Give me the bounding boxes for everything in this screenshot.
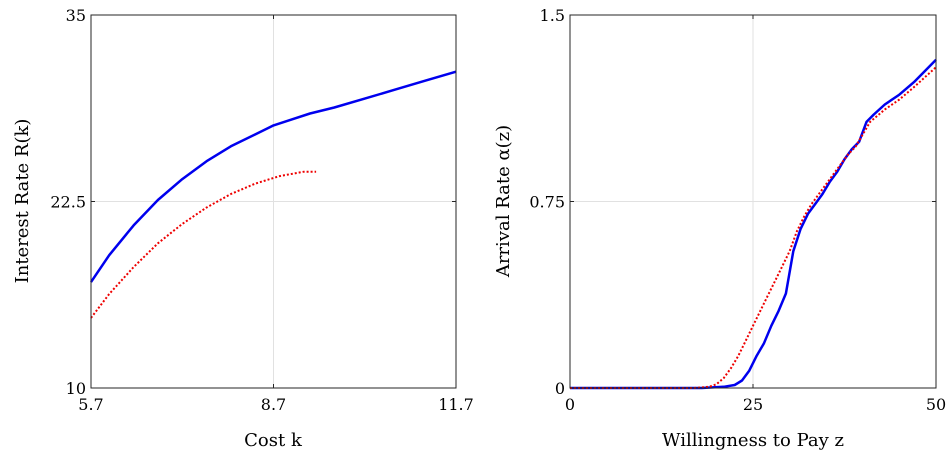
- left-x-axis-label: Cost k: [244, 430, 303, 451]
- left-chart-panel: 5.7 8.7 11.7 10 22.5 35 Cost k Interest Rate …: [12, 6, 474, 451]
- left-series-group: [89, 70, 457, 319]
- right-x-tick-label: 25: [743, 395, 763, 414]
- left-x-tick-label: 8.7: [261, 395, 286, 414]
- left-plot-frame: [90, 14, 457, 389]
- left-y-tick-label: 10: [66, 379, 86, 398]
- right-series-solid-blue-line: [570, 58, 937, 390]
- right-x-axis-label: Willingness to Pay z: [662, 430, 844, 451]
- right-x-tick-label: 50: [926, 395, 946, 414]
- left-y-axis-label: Interest Rate R(k): [12, 119, 33, 284]
- left-x-tick-label: 11.7: [438, 395, 474, 414]
- left-series-solid-blue-line: [89, 70, 457, 283]
- right-y-tick-label: 0: [555, 379, 565, 398]
- right-x-tick-label: 0: [565, 395, 575, 414]
- right-tick-labels: 0 25 50 0 0.75 1.5: [529, 6, 946, 414]
- left-y-tick-label: 35: [66, 6, 86, 25]
- right-y-tick-label: 0.75: [529, 193, 565, 212]
- left-x-tick-label: 5.7: [78, 395, 103, 414]
- left-series-dotted-red-line: [90, 170, 317, 319]
- left-y-tick-label: 22.5: [50, 193, 86, 212]
- right-series-dotted-red-line: [570, 66, 937, 389]
- right-series-group: [570, 58, 937, 390]
- left-tick-labels: 5.7 8.7 11.7 10 22.5 35: [50, 6, 473, 414]
- right-plot-frame: [569, 14, 937, 389]
- right-y-axis-label: Arrival Rate α(z): [493, 125, 514, 278]
- right-y-tick-label: 1.5: [540, 6, 565, 25]
- right-chart-panel: 0 25 50 0 0.75 1.5 Willingness to Pay z Arriv…: [493, 6, 946, 451]
